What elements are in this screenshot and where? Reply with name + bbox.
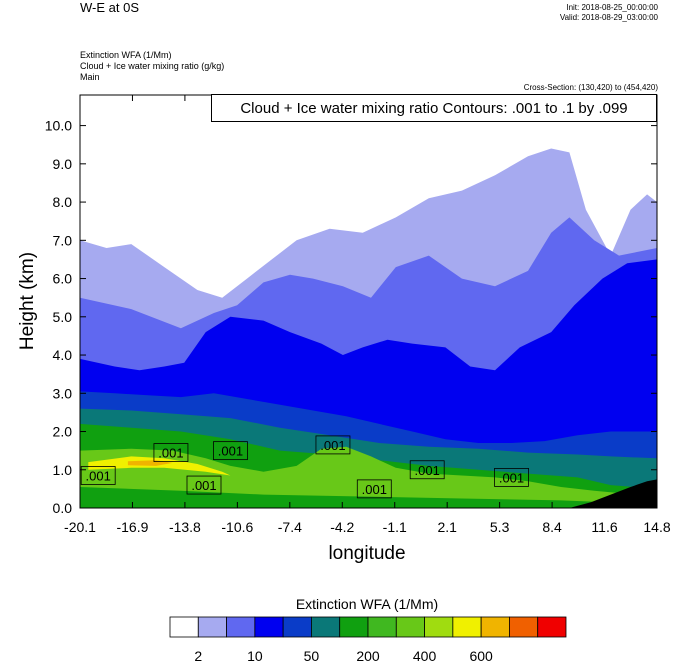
contour-label-text: .001 (415, 463, 440, 478)
colorbar-swatch (311, 616, 341, 638)
colorbar-swatch (424, 616, 454, 638)
cross-section-label: Cross-Section: (130,420) to (454,420) (523, 83, 658, 92)
contour-label-text: .001 (191, 478, 216, 493)
contour-label-box (409, 460, 445, 480)
fill-level-6 (80, 446, 657, 508)
colorbar-label: 50 (304, 648, 320, 664)
y-tick-label: 9.0 (53, 156, 73, 172)
contour-label-box (153, 443, 189, 462)
contour-label-box (80, 466, 116, 485)
y-tick-label: 6.0 (53, 271, 73, 287)
extinction-fill-layers (80, 95, 657, 508)
contour-label-text: .001 (499, 470, 524, 485)
y-tick-label: 3.0 (53, 385, 73, 401)
contour-label: .001 (213, 441, 248, 461)
y-axis: 0.0 1.0 2.0 3.0 4.0 5.0 6.0 7.0 8.0 9.0 10.0 (45, 118, 657, 516)
contour-label: .001 (356, 479, 392, 499)
colorbar-swatch (452, 616, 482, 638)
x-tick-label: 8.4 (542, 519, 562, 535)
chart-title: W-E at 0S (80, 0, 140, 15)
colorbar-title: Extinction WFA (1/Mm) (295, 596, 439, 612)
colorbar-swatch (169, 616, 199, 638)
x-tick-label: -1.1 (383, 519, 407, 535)
y-tick-label: 7.0 (53, 232, 73, 248)
colorbar-swatch (367, 616, 397, 638)
field-line-mixing-ratio: Cloud + Ice water mixing ratio (g/kg) (80, 61, 225, 71)
colorbar-swatch (537, 616, 567, 638)
contour-info-box: Cloud + Ice water mixing ratio Contours:… (211, 94, 657, 122)
colorbar-label: 2 (194, 648, 202, 664)
x-tick-label: -16.9 (116, 519, 148, 535)
x-tick-label: 2.1 (437, 519, 457, 535)
contour-label-text: .001 (218, 444, 243, 459)
valid-time: Valid: 2018-08-29_03:00:00 (559, 13, 658, 22)
terrain (569, 479, 657, 508)
contour-label-box (356, 479, 392, 499)
contour-label-box (186, 475, 222, 495)
colorbar: 2 10 50 200 400 600 (169, 616, 567, 664)
colorbar-label: 10 (247, 648, 263, 664)
contour-label-text: .001 (320, 438, 345, 453)
x-tick-label: 11.6 (591, 519, 617, 535)
x-tick-label: -4.2 (330, 519, 354, 535)
field-line-main: Main (80, 72, 100, 82)
colorbar-swatch (480, 616, 510, 638)
contour-label-box (315, 435, 351, 455)
colorbar-swatch (254, 616, 284, 638)
colorbar-swatch (197, 616, 227, 638)
contour-label-text: .001 (158, 446, 183, 461)
contour-label-box (494, 468, 529, 487)
x-tick-label: -13.8 (169, 519, 201, 535)
y-tick-label: 1.0 (53, 462, 73, 478)
x-tick-label: -20.1 (64, 519, 96, 535)
contour-label-box (213, 441, 248, 461)
colorbar-label: 400 (413, 648, 437, 664)
contour-labels: .001 .001 .001 .001 .001 .001 .001 .001 (80, 435, 529, 499)
colorbar-label: 200 (356, 648, 380, 664)
x-tick-label: 14.8 (643, 519, 670, 535)
x-axis-label: longitude (328, 543, 406, 564)
x-tick-label: 5.3 (490, 519, 510, 535)
init-time: Init: 2018-08-25_00:00:00 (566, 3, 658, 12)
contour-label: .001 (494, 468, 529, 487)
y-tick-label: 4.0 (53, 347, 73, 363)
y-tick-label: 10.0 (45, 118, 72, 134)
x-tick-label: -10.6 (221, 519, 253, 535)
y-tick-label: 5.0 (53, 309, 73, 325)
colorbar-swatch (339, 616, 369, 638)
contour-label: .001 (315, 435, 351, 455)
colorbar-swatch (282, 616, 312, 638)
y-tick-label: 8.0 (53, 194, 73, 210)
colorbar-label: 600 (469, 648, 493, 664)
colorbar-swatch (509, 616, 539, 638)
fill-level-7 (88, 456, 231, 476)
terrain-shape (569, 479, 657, 508)
contour-label: .001 (80, 466, 116, 485)
contour-label-text: .001 (362, 482, 387, 497)
y-tick-label: 2.0 (53, 424, 73, 440)
field-line-extinction: Extinction WFA (1/Mm) (80, 50, 172, 60)
contour-label: .001 (153, 443, 189, 462)
colorbar-swatch (395, 616, 425, 638)
contour-label-text: .001 (86, 468, 111, 483)
y-tick-label: 0.0 (53, 500, 73, 516)
x-tick-label: -7.4 (278, 519, 302, 535)
colorbar-swatch (226, 616, 256, 638)
contour-label: .001 (409, 460, 445, 480)
y-axis-label: Height (km) (17, 251, 38, 351)
contour-label: .001 (186, 475, 222, 495)
